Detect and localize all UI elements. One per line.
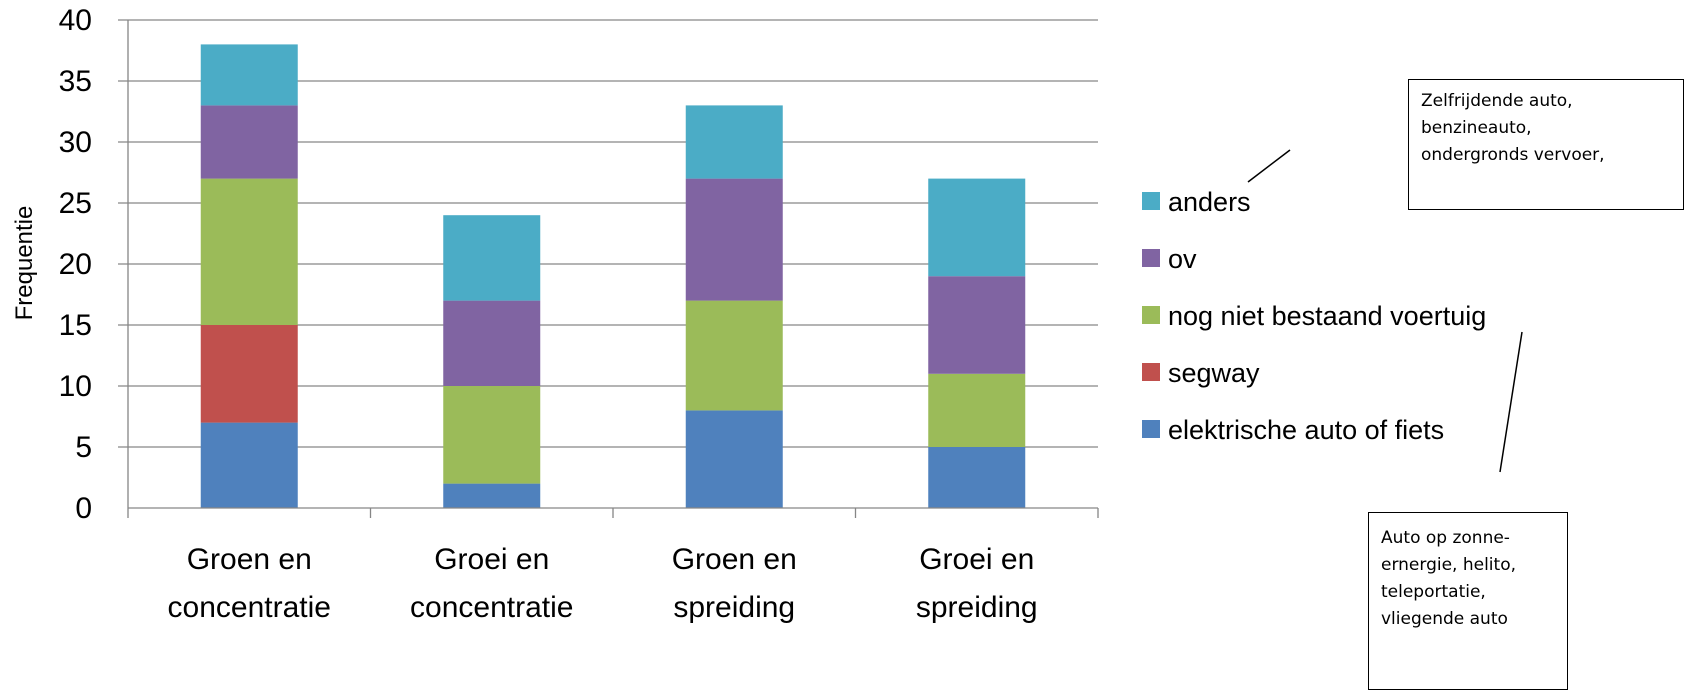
- x-category-labels: Groen en concentratie Groei en concentratie…: [168, 543, 1038, 624]
- legend-swatch-ov: [1142, 249, 1160, 267]
- legend-label-ov: ov: [1168, 244, 1197, 274]
- annotation-leader-new-vehicle: [1499, 331, 1523, 473]
- legend-swatch-segway: [1142, 363, 1160, 381]
- annotation-line: ondergronds vervoer,: [1421, 145, 1605, 165]
- annotation-leader-anders: [1247, 149, 1291, 183]
- axes: [127, 20, 1099, 518]
- legend-swatch-elektrische-auto-of-fiets: [1142, 420, 1160, 438]
- bar-segment-nog-niet-bestaand-voertuig-4: [928, 373, 1026, 447]
- y-axis-title: Frequentie: [11, 206, 38, 321]
- x-category-label-4: Groei en spreiding: [916, 543, 1038, 624]
- bar-segment-anders-3: [685, 105, 783, 179]
- bar-segment-elektrische-auto-of-fiets-2: [443, 483, 541, 508]
- bar-segment-ov-3: [685, 178, 783, 301]
- annotation-line: teleportatie,: [1381, 582, 1486, 602]
- y-tick-label-5: 5: [75, 431, 92, 464]
- bar-segment-segway-1: [200, 325, 298, 423]
- bars: [200, 44, 1026, 508]
- bar-segment-elektrische-auto-of-fiets-3: [685, 410, 783, 508]
- bar-segment-anders-2: [443, 215, 541, 301]
- x-category-label-3: Groen en spreiding: [672, 543, 797, 624]
- y-tick-label-15: 15: [59, 309, 92, 342]
- bar-segment-anders-1: [200, 44, 298, 106]
- legend-swatch-nog-niet-bestaand-voertuig: [1142, 306, 1160, 324]
- y-tick-label-0: 0: [75, 492, 92, 525]
- annotation-anders-callout: Zelfrijdende auto, benzineauto, ondergrond…: [1408, 79, 1684, 210]
- y-tick-labels: 0 5 10 15 20 25 30 35 40: [59, 4, 92, 525]
- annotation-leaders: [1247, 149, 1523, 473]
- annotation-line: Zelfrijdende auto,: [1421, 91, 1573, 111]
- y-tick-label-35: 35: [59, 65, 92, 98]
- x-category-label-1: Groen en concentratie: [168, 543, 331, 624]
- annotation-line: Auto op zonne-: [1381, 528, 1510, 548]
- legend: anders ov nog niet bestaand voertuig segway…: [1142, 187, 1486, 445]
- bar-segment-elektrische-auto-of-fiets-4: [928, 447, 1026, 508]
- bar-segment-nog-niet-bestaand-voertuig-3: [685, 300, 783, 411]
- bar-segment-ov-2: [443, 300, 541, 386]
- annotation-line: vliegende auto: [1381, 609, 1508, 629]
- bar-segment-elektrische-auto-of-fiets-1: [200, 422, 298, 508]
- y-tick-label-25: 25: [59, 187, 92, 220]
- y-tick-label-40: 40: [59, 4, 92, 37]
- annotation-new-vehicle-callout: Auto op zonne-ernergie, helito, teleporta…: [1368, 512, 1568, 690]
- bar-segment-nog-niet-bestaand-voertuig-1: [200, 178, 298, 325]
- legend-swatch-anders: [1142, 192, 1160, 210]
- legend-label-anders: anders: [1168, 187, 1251, 217]
- y-tick-label-30: 30: [59, 126, 92, 159]
- bar-segment-anders-4: [928, 178, 1026, 277]
- legend-label-segway: segway: [1168, 358, 1260, 388]
- annotation-line: benzineauto,: [1421, 118, 1532, 138]
- bar-segment-ov-4: [928, 276, 1026, 374]
- x-category-label-2: Groei en concentratie: [410, 543, 573, 624]
- bar-segment-ov-1: [200, 105, 298, 179]
- legend-label-elektrische-auto-of-fiets: elektrische auto of fiets: [1168, 415, 1444, 445]
- legend-label-nog-niet-bestaand-voertuig: nog niet bestaand voertuig: [1168, 301, 1486, 331]
- y-tick-label-10: 10: [59, 370, 92, 403]
- y-tick-label-20: 20: [59, 248, 92, 281]
- bar-segment-nog-niet-bestaand-voertuig-2: [443, 386, 541, 484]
- annotation-line: ernergie, helito,: [1381, 555, 1517, 575]
